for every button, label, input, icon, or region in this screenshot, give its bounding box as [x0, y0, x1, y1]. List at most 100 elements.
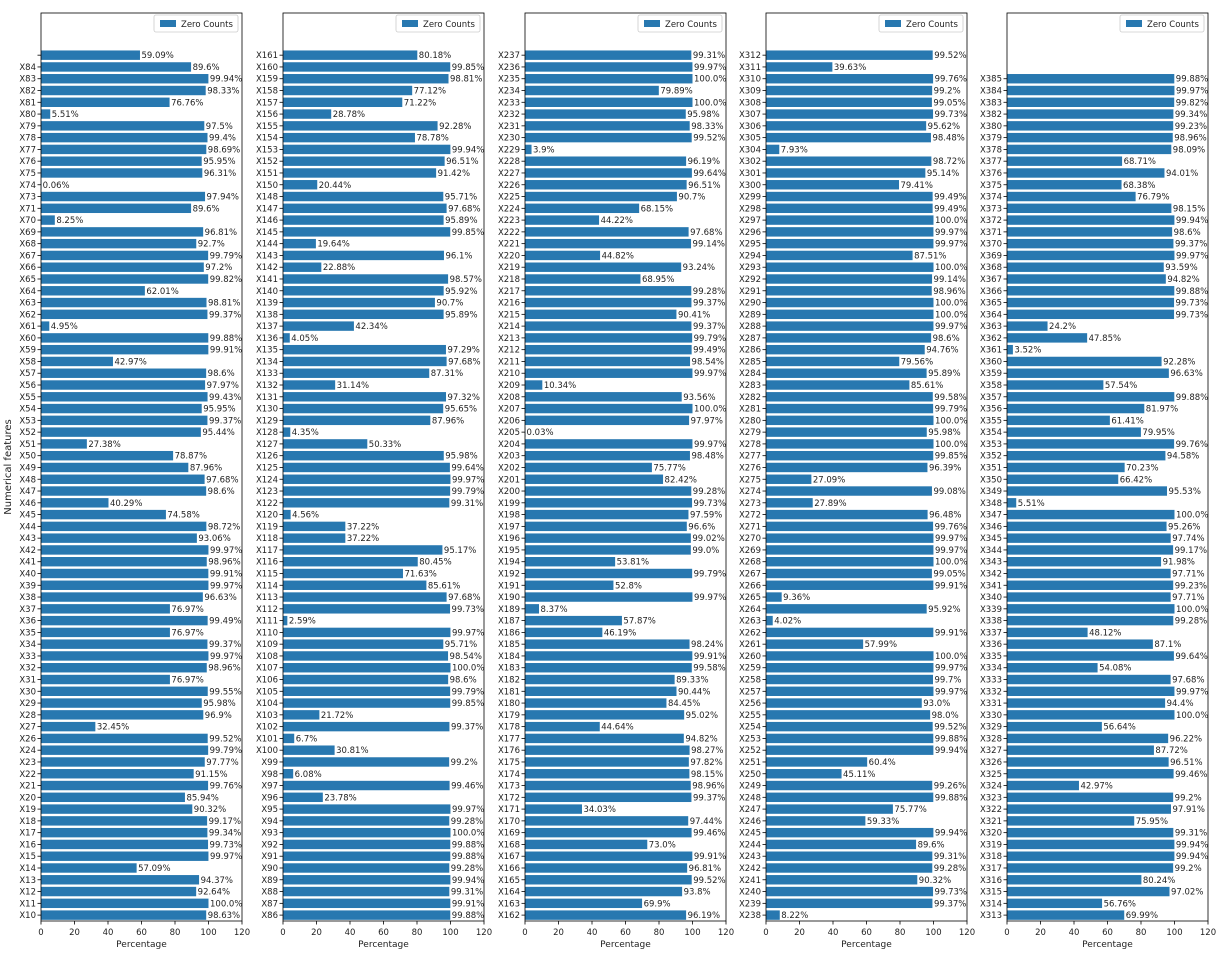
bar — [283, 203, 447, 214]
y-tick-label: X110 — [256, 628, 278, 638]
data-label: 100.0% — [452, 829, 484, 839]
y-tick-label: X132 — [256, 381, 278, 391]
data-label: 100.0% — [694, 405, 726, 415]
data-label: 99.31% — [451, 499, 483, 509]
bar — [766, 521, 934, 532]
y-tick-label: X227 — [498, 169, 520, 179]
data-label: 37.22% — [347, 534, 379, 544]
bar — [41, 509, 166, 520]
bar — [283, 580, 427, 590]
y-tick-label: X141 — [256, 275, 278, 285]
y-tick-label: X116 — [256, 558, 278, 568]
data-label: 91.98% — [1163, 558, 1195, 568]
x-tick-label: 40 — [587, 928, 598, 938]
data-label: 99.97% — [935, 664, 967, 674]
y-tick-label: X60 — [19, 334, 36, 344]
data-label: 99.91% — [935, 581, 967, 591]
bar — [766, 286, 932, 296]
bar — [525, 733, 684, 744]
chart-panel-2: X86 99.88% X87 99.91% X88 99.31% X89 99.94% X90 9… — [256, 12, 492, 950]
bar — [525, 627, 603, 638]
data-label: 99.79% — [452, 487, 484, 497]
data-label: 96.31% — [204, 169, 236, 179]
y-tick-label: X274 — [739, 487, 761, 497]
y-tick-label: X214 — [498, 322, 520, 332]
data-label: 27.89% — [814, 499, 846, 509]
bar — [283, 769, 294, 779]
data-label: 99.94% — [1176, 216, 1208, 226]
legend-swatch — [1126, 20, 1142, 27]
bar — [766, 580, 934, 590]
bar — [41, 474, 205, 484]
bar — [525, 592, 693, 602]
bar — [283, 439, 368, 449]
data-label: 0.03% — [527, 428, 554, 438]
y-tick-label: X379 — [980, 134, 1002, 144]
x-tick-label: 20 — [794, 928, 805, 938]
y-tick-label: X369 — [980, 251, 1002, 261]
y-tick-label: X218 — [498, 275, 520, 285]
bar — [1007, 498, 1017, 508]
bar — [525, 686, 677, 696]
bar — [283, 721, 450, 732]
bar — [283, 380, 336, 390]
data-label: 4.05% — [291, 334, 318, 344]
data-label: 96.51% — [1170, 758, 1202, 768]
y-tick-label: X28 — [19, 711, 36, 721]
y-tick-label: X45 — [19, 511, 36, 521]
y-tick-label: X213 — [498, 334, 520, 344]
bar — [525, 215, 600, 225]
data-label: 99.73% — [694, 499, 726, 509]
bar — [525, 486, 692, 496]
bar — [41, 674, 170, 685]
y-tick-label: X252 — [739, 746, 761, 756]
bar — [41, 898, 209, 909]
data-label: 99.97% — [694, 440, 726, 450]
y-tick-label: X374 — [980, 193, 1002, 203]
y-tick-label: X205 — [498, 428, 520, 438]
bar — [1007, 215, 1175, 225]
data-label: 98.96% — [1174, 134, 1206, 144]
bar — [41, 274, 209, 284]
y-tick-label: X320 — [980, 829, 1002, 839]
x-tick-label: 120 — [234, 928, 250, 938]
y-tick-label: X99 — [261, 758, 278, 768]
bar — [766, 439, 934, 449]
bar — [525, 568, 693, 579]
data-label: 98.6% — [208, 487, 235, 497]
bar — [1007, 156, 1123, 166]
data-label: 76.79% — [1137, 193, 1169, 203]
data-label: 99.23% — [1175, 581, 1207, 591]
data-label: 56.64% — [1103, 723, 1135, 733]
data-label: 99.2% — [1175, 793, 1202, 803]
bar — [525, 839, 648, 850]
bar — [525, 450, 690, 461]
data-label: 99.97% — [694, 63, 726, 73]
legend-box — [637, 14, 723, 33]
data-label: 76.97% — [171, 676, 203, 686]
bar — [766, 333, 932, 343]
bar — [283, 615, 288, 626]
data-label: 98.27% — [691, 746, 723, 756]
y-tick-label: X95 — [261, 805, 278, 815]
y-tick-label: X62 — [19, 310, 36, 320]
data-label: 100.0% — [935, 558, 967, 568]
bar — [766, 592, 782, 602]
data-label: 30.81% — [336, 746, 368, 756]
bar — [766, 392, 933, 402]
bar — [41, 804, 193, 814]
bar — [766, 910, 780, 920]
y-tick-label: X170 — [498, 817, 520, 827]
bar — [766, 651, 934, 661]
data-label: 98.63% — [208, 911, 240, 921]
data-label: 78.78% — [416, 134, 448, 144]
bar — [41, 62, 192, 72]
data-label: 97.59% — [690, 511, 722, 521]
bar — [525, 651, 693, 661]
x-tick-label: 60 — [620, 928, 631, 938]
bar — [525, 780, 691, 791]
bar — [525, 521, 687, 532]
bar — [766, 85, 933, 96]
y-tick-label: X234 — [498, 87, 520, 97]
